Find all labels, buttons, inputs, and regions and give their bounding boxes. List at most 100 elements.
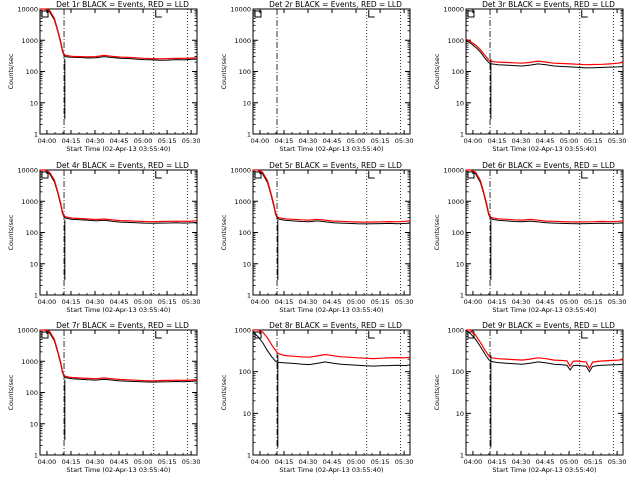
y-tick-label: 100 (26, 68, 38, 76)
y-tick-label: 1 (460, 131, 464, 139)
x-tick-label: 05:15 (584, 137, 603, 145)
x-tick-label: 04:15 (62, 137, 81, 145)
y-tick-label: 10000 (230, 167, 251, 175)
x-tick-label: 04:00 (464, 137, 483, 145)
y-tick-label: 10 (456, 99, 464, 107)
plot-frame (465, 169, 624, 296)
corner-marker (41, 10, 49, 18)
y-tick-label: 1 (34, 452, 38, 460)
y-tick-label: 1 (34, 292, 38, 300)
series-line-lld (466, 329, 624, 370)
panel-det-4r: Det 4r BLACK = Events, RED = LLD 1 10 100 10… (7, 161, 200, 314)
x-tick-label: 04:00 (464, 458, 483, 466)
x-axis-label: Start Time (02-Apr-13 03:55:40) (66, 306, 170, 314)
y-axis-label: Counts/sec (7, 374, 15, 410)
x-tick-label: 04:15 (275, 298, 294, 306)
series-line-events (465, 39, 624, 69)
x-axis-label: Start Time (02-Apr-13 03:55:40) (279, 145, 383, 153)
y-tick-label: 1000 (447, 198, 464, 206)
x-tick-label: 04:15 (275, 137, 294, 145)
corner-marker (368, 331, 375, 339)
y-tick-label: 1 (460, 452, 464, 460)
y-tick-label: 1 (460, 292, 464, 300)
x-tick-label: 05:30 (395, 458, 414, 466)
series-line-events (465, 329, 624, 373)
y-tick-label: 1000 (21, 198, 38, 206)
x-tick-label: 04:45 (536, 298, 555, 306)
x-tick-label: 05:30 (608, 298, 627, 306)
y-tick-label: 100 (239, 368, 251, 376)
y-tick-label: 1 (247, 452, 251, 460)
y-tick-label: 10000 (443, 6, 464, 14)
y-tick-label: 1000 (234, 327, 251, 335)
panel-title: Det 2r BLACK = Events, RED = LLD (269, 0, 402, 9)
x-tick-label: 04:00 (251, 137, 270, 145)
y-tick-label: 10 (30, 99, 38, 107)
x-tick-label: 04:30 (86, 458, 105, 466)
series-line-events (252, 331, 411, 367)
x-tick-label: 04:30 (299, 458, 318, 466)
y-tick-label: 10 (30, 420, 38, 428)
series-line-lld (253, 329, 411, 360)
x-tick-label: 04:45 (536, 137, 555, 145)
x-tick-label: 05:00 (560, 458, 579, 466)
y-tick-label: 10 (456, 260, 464, 268)
x-axis-label: Start Time (02-Apr-13 03:55:40) (492, 306, 596, 314)
y-tick-label: 1000 (447, 37, 464, 45)
y-axis-label: Counts/sec (220, 214, 228, 250)
x-axis-label: Start Time (02-Apr-13 03:55:40) (279, 466, 383, 474)
panel-title: Det 5r BLACK = Events, RED = LLD (269, 161, 402, 170)
panel-title: Det 3r BLACK = Events, RED = LLD (482, 0, 615, 9)
series-line-lld (465, 38, 624, 66)
x-tick-label: 05:30 (608, 458, 627, 466)
series-line-lld (40, 8, 198, 60)
series-line-lld (466, 169, 624, 223)
x-tick-label: 04:30 (512, 458, 531, 466)
plot-frame (39, 169, 198, 296)
corner-marker (254, 331, 262, 339)
x-tick-label: 04:30 (512, 298, 531, 306)
corner-marker (368, 10, 375, 18)
y-tick-label: 100 (452, 368, 464, 376)
y-tick-label: 1000 (21, 37, 38, 45)
plot-frame (39, 329, 198, 456)
x-tick-label: 05:00 (347, 458, 366, 466)
x-axis-label: Start Time (02-Apr-13 03:55:40) (66, 145, 170, 153)
x-tick-label: 04:00 (251, 458, 270, 466)
x-tick-label: 05:00 (560, 298, 579, 306)
x-tick-label: 04:45 (110, 458, 129, 466)
x-tick-label: 05:00 (134, 137, 153, 145)
x-tick-label: 05:15 (584, 298, 603, 306)
x-tick-label: 04:00 (38, 298, 57, 306)
panel-title: Det 7r BLACK = Events, RED = LLD (56, 321, 189, 330)
x-tick-label: 05:30 (182, 298, 201, 306)
x-tick-label: 04:15 (62, 458, 81, 466)
y-axis-label: Counts/sec (433, 53, 441, 89)
y-tick-label: 100 (26, 229, 38, 237)
x-tick-label: 04:30 (299, 298, 318, 306)
y-tick-label: 1 (247, 131, 251, 139)
corner-marker (155, 331, 162, 339)
x-tick-label: 05:00 (347, 137, 366, 145)
y-tick-label: 10 (243, 410, 251, 418)
x-tick-label: 05:15 (158, 458, 177, 466)
y-axis-label: Counts/sec (220, 53, 228, 89)
panel-det-6r: Det 6r BLACK = Events, RED = LLD 1 10 100 10… (433, 161, 626, 314)
x-tick-label: 04:45 (536, 458, 555, 466)
x-tick-label: 04:15 (488, 298, 507, 306)
corner-marker (581, 171, 588, 179)
x-tick-label: 05:00 (134, 458, 153, 466)
x-axis-label: Start Time (02-Apr-13 03:55:40) (279, 306, 383, 314)
y-tick-label: 10000 (443, 167, 464, 175)
corner-marker (41, 331, 49, 339)
panel-title: Det 8r BLACK = Events, RED = LLD (269, 321, 402, 330)
x-tick-label: 04:45 (110, 298, 129, 306)
x-tick-label: 04:45 (323, 298, 342, 306)
x-tick-label: 05:30 (182, 458, 201, 466)
corner-marker (155, 10, 162, 18)
y-tick-label: 10 (243, 99, 251, 107)
y-tick-label: 1000 (21, 358, 38, 366)
x-tick-label: 05:00 (134, 298, 153, 306)
y-tick-label: 10000 (17, 327, 38, 335)
